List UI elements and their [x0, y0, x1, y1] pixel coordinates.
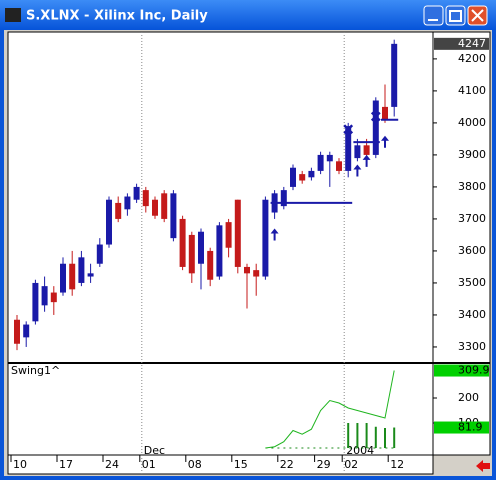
date-annotation: Dec [144, 444, 165, 457]
candle-body [188, 234, 195, 274]
x-tick-label: 08 [188, 458, 202, 471]
x-tick-label: 17 [59, 458, 73, 471]
candle-body [308, 170, 315, 178]
candle-body [41, 286, 48, 306]
y-tick-label: 3700 [458, 212, 486, 225]
candle-body [69, 263, 76, 290]
candle-body [225, 222, 232, 248]
exit-cross [343, 124, 354, 135]
indicator-line [265, 370, 395, 449]
app-icon [5, 8, 21, 22]
maximize-button[interactable] [445, 5, 466, 26]
candle-body [391, 43, 398, 107]
price-axis [432, 31, 491, 456]
window-title: S.XLNX - Xilinx Inc, Daily [26, 9, 208, 24]
candle-body [170, 193, 177, 239]
candle-body [115, 202, 122, 219]
buy-arrow [270, 228, 279, 241]
candle-body [161, 193, 168, 219]
candle-body [14, 319, 20, 344]
candle-body [106, 199, 112, 245]
candle-body [299, 174, 306, 181]
candle-body [234, 199, 241, 267]
y-tick-label: 4000 [458, 116, 486, 129]
candle-body [207, 250, 214, 280]
x-tick-label: 22 [280, 458, 294, 471]
candle-body [354, 145, 361, 159]
indicator-title: Swing1^ [11, 364, 60, 377]
candle-body [216, 225, 223, 277]
y-tick-label: 3900 [458, 148, 486, 161]
candle-body [290, 167, 296, 187]
button-glyphs [428, 9, 484, 22]
minimize-button[interactable] [423, 5, 444, 26]
candle-body [87, 273, 94, 277]
x-tick-label: 29 [317, 458, 331, 471]
candle-body [280, 190, 287, 207]
candle-body [78, 257, 85, 283]
x-tick-label: 02 [344, 458, 358, 471]
x-tick-label: 10 [13, 458, 27, 471]
x-tick-label: 01 [142, 458, 156, 471]
y-tick-label: 3500 [458, 276, 486, 289]
candle-body [253, 270, 260, 277]
y2-tick-label: 200 [458, 391, 479, 404]
candle-body [179, 218, 186, 267]
title-bar [0, 0, 496, 30]
line-last-value: 309.9 [458, 364, 490, 377]
buy-arrow [353, 164, 362, 177]
last-price-box [434, 37, 489, 50]
candle-body [363, 145, 370, 155]
candle-body [382, 106, 388, 120]
candle-body [50, 292, 57, 303]
y-tick-label: 3800 [458, 180, 486, 193]
candle-body [96, 244, 103, 264]
scroll-arrow[interactable] [476, 460, 490, 472]
candle-body [32, 282, 39, 322]
x-tick-label: 12 [390, 458, 404, 471]
candle-body [372, 100, 379, 155]
buy-arrow [362, 154, 371, 167]
y-tick-label: 3300 [458, 340, 486, 353]
y-tick-label: 4200 [458, 52, 486, 65]
x-tick-label: 15 [234, 458, 248, 471]
candle-body [133, 186, 140, 200]
y-tick-label: 3400 [458, 308, 486, 321]
line-last-box [434, 364, 489, 377]
last-price: 4247 [458, 37, 486, 50]
candle-body [124, 196, 131, 210]
buy-arrow [381, 135, 389, 148]
candle-body [60, 263, 66, 293]
date-annotation: 2004 [346, 444, 374, 457]
candle-body [345, 126, 352, 171]
candle-body [336, 161, 342, 171]
candle-body [326, 154, 333, 162]
candle-body [262, 199, 269, 277]
exit-cross [370, 111, 381, 122]
y-tick-label: 3600 [458, 244, 486, 257]
bars-last-box [434, 421, 489, 434]
candle-body [142, 190, 149, 207]
candle-body [152, 199, 158, 216]
date-axis [7, 454, 434, 475]
candle-body [198, 231, 204, 264]
candle-body [244, 266, 250, 274]
bars-last-value: 81.9 [458, 421, 483, 434]
x-tick-label: 24 [105, 458, 119, 471]
candle-body [23, 324, 30, 338]
candle-body [317, 154, 324, 171]
y-tick-label: 4100 [458, 84, 486, 97]
